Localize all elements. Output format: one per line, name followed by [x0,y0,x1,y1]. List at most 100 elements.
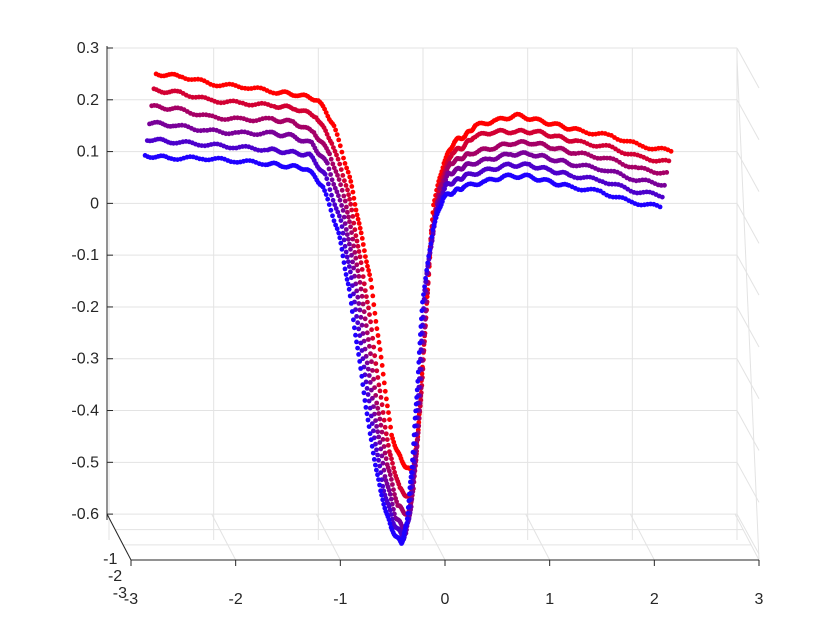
data-point [339,203,344,208]
points-layer [142,71,674,546]
data-point [356,274,362,279]
x-tick-label: 1 [545,591,554,608]
data-point [380,437,386,442]
data-point [364,386,370,391]
data-point [330,161,336,167]
data-point [359,373,365,379]
data-point [326,202,332,208]
data-point [370,368,375,373]
data-point [324,176,330,182]
data-point [360,382,366,387]
data-point [356,221,362,226]
data-point [369,359,374,365]
data-point [414,387,420,393]
data-point [331,218,337,224]
data-point [335,156,341,162]
data-point [365,392,371,397]
data-point [368,351,373,357]
data-point [370,293,376,299]
data-point [340,208,346,213]
data-point [419,316,424,322]
data-point [373,319,379,324]
data-point [406,498,412,504]
data-point [360,274,366,279]
data-point [373,361,379,366]
data-point [365,263,370,269]
box-edge [736,57,760,561]
data-point [391,487,396,493]
data-point [394,499,399,505]
data-point [383,431,389,437]
data-point [340,253,346,259]
data-point [354,314,359,319]
data-point [343,249,349,255]
data-point [355,320,361,326]
data-point [329,192,334,198]
data-point [377,416,383,422]
grid-layer [106,47,760,561]
data-point [360,356,366,362]
data-point [332,185,338,191]
data-point [334,189,340,195]
data-point [341,155,346,161]
data-point [345,281,351,287]
data-point [345,187,350,193]
data-point [343,227,349,232]
z-tick-label: -0.2 [71,299,99,316]
data-point [374,424,379,429]
data-point [326,181,331,187]
data-point [323,110,329,115]
data-point [368,413,374,419]
data-point [333,222,338,228]
data-point [334,226,340,232]
data-point [379,453,385,459]
data-point [378,395,384,400]
data-point [380,460,386,466]
data-point [338,218,344,224]
data-point [349,309,355,314]
data-point [335,209,341,215]
data-point [353,207,359,213]
data-point [407,485,413,491]
data-point [666,158,672,164]
data-point [358,286,364,292]
data-point [365,299,370,305]
data-point [379,402,385,408]
data-point [405,505,411,510]
data-point [320,184,326,190]
data-point [359,348,365,353]
data-point [369,285,375,290]
data-point [381,444,387,449]
data-point [389,456,394,462]
data-point [345,259,351,265]
data-point [340,230,346,236]
data-point [381,501,387,507]
data-point [339,246,345,252]
data-point [357,307,363,313]
data-point [421,292,426,297]
data-point [420,299,425,305]
data-point [422,287,428,293]
data-point [405,511,411,516]
data-point [342,161,348,166]
data-point [428,241,434,247]
data-point [349,230,354,236]
tick-labels: 0.30.20.10-0.1-0.2-0.3-0.4-0.5-0.6-3 -2 -1… [71,40,763,608]
data-point [354,288,360,294]
data-point [425,260,431,266]
data-point [376,477,381,482]
data-point [374,368,380,374]
data-point [325,160,330,166]
data-point [380,497,386,503]
data-point [668,148,674,154]
data-point [367,431,373,437]
gridline-side [736,306,760,348]
data-point [381,380,387,386]
gridline-side [736,151,760,192]
data-point [354,262,360,268]
data-point [371,302,377,308]
data-point [322,171,328,177]
data-point [347,196,352,202]
data-point [357,225,363,231]
